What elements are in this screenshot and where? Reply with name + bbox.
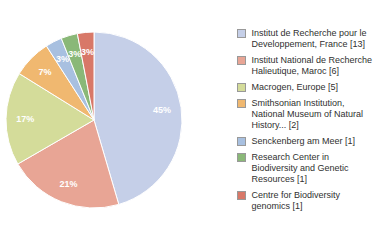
html-text:Institut de Recherche pour le: Institut de Recherche pour le Developpem… [251, 28, 367, 49]
svg-text:3%: 3% [56, 54, 69, 64]
svg-text:21%: 21% [59, 179, 77, 189]
svg-text:45%: 45% [153, 105, 171, 115]
svg-text:17%: 17% [16, 114, 34, 124]
svg-text:3%: 3% [81, 47, 94, 57]
html-text:Smithsonian Institution, Natio: Smithsonian Institution, National Museum… [251, 98, 363, 130]
html-text:Centre for Biodiversity genomi: Centre for Biodiversity genomics [1] [251, 190, 340, 211]
html-text:Institut National de Recherche: Institut National de Recherche Halieutiq… [251, 55, 372, 76]
svg-text:3%: 3% [68, 49, 81, 59]
html-text:Macrogen, Europe [5]: Macrogen, Europe [5] [251, 82, 338, 92]
html-text:Research Center in Biodiversit: Research Center in Biodiversity and Gene… [251, 152, 349, 184]
svg-text:7%: 7% [39, 67, 52, 77]
html-text:Senckenberg am Meer [1]: Senckenberg am Meer [1] [251, 136, 355, 146]
